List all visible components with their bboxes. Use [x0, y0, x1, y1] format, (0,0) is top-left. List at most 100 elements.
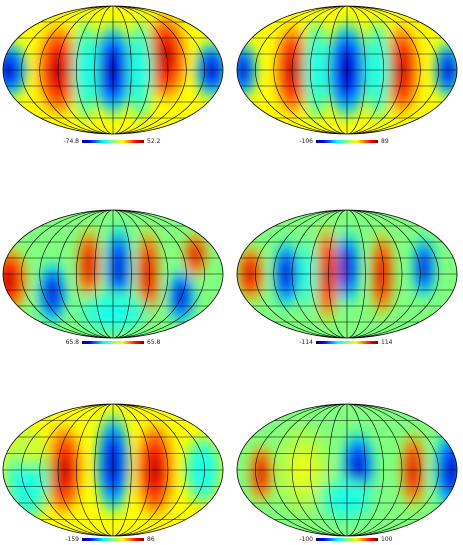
meridian-line [21, 6, 114, 134]
meridian-line [112, 404, 132, 536]
meridian-line [112, 6, 205, 134]
map-panel-2: -106 89 [236, 5, 458, 145]
meridian-line [57, 6, 114, 134]
meridian-line [291, 404, 348, 536]
colorbar-min-label: 65.8 [66, 339, 80, 346]
meridian-line [346, 6, 384, 134]
colorbar-max-label: 86 [147, 536, 155, 543]
meridian-line [291, 6, 348, 134]
anisotropy-blob [165, 264, 197, 329]
meridian-line [273, 6, 348, 134]
anisotropy-blob [248, 440, 275, 507]
colorbar-max-label: 100 [381, 536, 393, 543]
meridian-line [310, 210, 348, 338]
map-outline [2, 5, 224, 135]
meridian-line [94, 404, 114, 536]
meridian-line [346, 404, 421, 536]
meridian-line [39, 404, 114, 536]
meridian-line [76, 210, 114, 338]
meridian-line [21, 210, 114, 338]
colorbar [316, 538, 378, 541]
meridian-line [346, 6, 439, 134]
meridian-line [112, 210, 205, 338]
meridian-line [346, 6, 403, 134]
colorbar-min-label: -100 [299, 536, 313, 543]
meridian-line [112, 6, 132, 134]
colorbar-min-label: -106 [299, 138, 313, 145]
meridian-line [346, 210, 384, 338]
meridian-line [346, 210, 439, 338]
colorbar-min-label: -74.8 [63, 138, 79, 145]
meridian-line [346, 404, 403, 536]
map-panel-6: -100 100 [236, 403, 458, 543]
graticule [3, 6, 223, 134]
meridian-line [346, 210, 403, 338]
map-outline [2, 403, 224, 537]
meridian-line [346, 404, 366, 536]
meridian-line [112, 6, 187, 134]
anisotropy-blob [410, 232, 438, 303]
meridian-line [291, 210, 348, 338]
graticule [237, 210, 457, 338]
meridian-line [112, 404, 205, 536]
colorbar [82, 140, 144, 143]
colorbar-min-label: -114 [299, 339, 313, 346]
anisotropy-blob [36, 258, 69, 329]
meridian-line [346, 210, 421, 338]
meridian-line [346, 6, 366, 134]
meridian-line [273, 210, 348, 338]
map-panel-1: -74.8 52.2 [2, 5, 224, 145]
meridian-line [112, 404, 187, 536]
anisotropy-blob [3, 423, 64, 477]
map-panel-3: 65.8 65.8 [2, 209, 224, 346]
map-outline [236, 209, 458, 339]
colorbar [82, 538, 144, 541]
meridian-line [255, 6, 348, 134]
meridian-line [57, 404, 114, 536]
meridian-line [112, 210, 150, 338]
meridian-line [112, 6, 150, 134]
meridian-line [112, 6, 169, 134]
anisotropy-blob [3, 242, 31, 319]
map-panel-5: -159 86 [2, 403, 224, 543]
meridian-line [310, 404, 348, 536]
meridian-line [255, 404, 348, 536]
colorbar [316, 341, 378, 344]
meridian-line [94, 6, 114, 134]
anisotropy-blob [75, 222, 103, 306]
meridian-line [346, 210, 366, 338]
graticule [3, 404, 223, 536]
meridian-line [112, 210, 169, 338]
colorbar-max-label: 65.8 [147, 339, 161, 346]
map-outline [2, 209, 224, 339]
meridian-line [94, 210, 114, 338]
colorbar-max-label: 52.2 [147, 138, 161, 145]
map-outline [236, 403, 458, 537]
graticule [237, 404, 457, 536]
meridian-line [328, 6, 348, 134]
meridian-line [255, 210, 348, 338]
colorbar-max-label: 89 [381, 138, 389, 145]
colorbar-min-label: -159 [65, 536, 79, 543]
meridian-line [273, 404, 348, 536]
meridian-line [310, 6, 348, 134]
meridian-line [346, 404, 384, 536]
colorbar-max-label: 114 [381, 339, 393, 346]
graticule [237, 6, 457, 134]
meridian-line [39, 6, 114, 134]
meridian-line [39, 210, 114, 338]
meridian-line [112, 404, 169, 536]
meridian-line [112, 210, 132, 338]
meridian-line [76, 6, 114, 134]
meridian-line [346, 6, 421, 134]
colorbar [316, 140, 378, 143]
graticule [3, 210, 223, 338]
meridian-line [112, 210, 187, 338]
map-outline [236, 5, 458, 135]
meridian-line [112, 404, 150, 536]
meridian-line [21, 404, 114, 536]
meridian-line [57, 210, 114, 338]
colorbar [82, 341, 144, 344]
meridian-line [76, 404, 114, 536]
